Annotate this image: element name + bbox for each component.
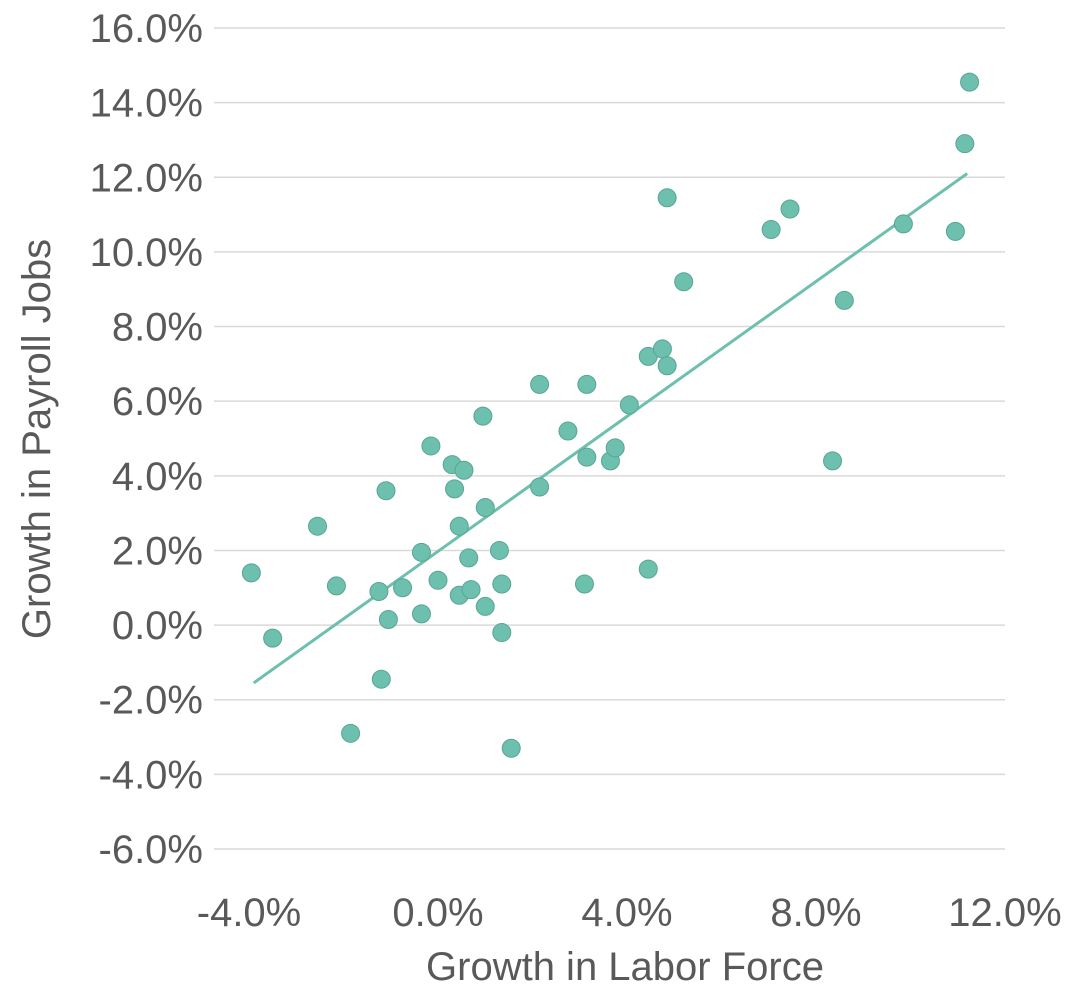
data-point: [658, 357, 676, 375]
data-point: [675, 273, 693, 291]
y-tick-label: 6.0%: [112, 380, 203, 424]
data-point: [490, 541, 508, 559]
y-tick-label: 16.0%: [90, 7, 203, 51]
y-axis-title: Growth in Payroll Jobs: [15, 239, 59, 639]
y-tick-label: 12.0%: [90, 156, 203, 200]
x-tick-label: 4.0%: [581, 891, 672, 935]
data-point: [379, 610, 397, 628]
data-point: [309, 517, 327, 535]
data-point: [327, 577, 345, 595]
x-tick-label: -4.0%: [197, 891, 302, 935]
data-point: [460, 549, 478, 567]
data-point: [264, 629, 282, 647]
data-point: [493, 575, 511, 593]
data-point: [372, 670, 390, 688]
y-tick-label: -2.0%: [99, 679, 204, 723]
data-point: [502, 739, 520, 757]
data-point: [956, 135, 974, 153]
data-point: [531, 375, 549, 393]
data-point: [412, 605, 430, 623]
data-point: [620, 396, 638, 414]
data-point: [476, 499, 494, 517]
x-axis-title: Growth in Labor Force: [426, 945, 824, 986]
y-tick-label: 14.0%: [90, 82, 203, 126]
data-point: [781, 200, 799, 218]
y-tick-label: 4.0%: [112, 455, 203, 499]
data-points: [242, 73, 978, 757]
data-point: [377, 482, 395, 500]
data-point: [422, 437, 440, 455]
data-point: [639, 560, 657, 578]
data-point: [394, 579, 412, 597]
data-point: [961, 73, 979, 91]
y-axis-ticks: -6.0% -4.0% -2.0% 0.0% 2.0% 4.0% 6.0% 8.0% 10.0%…: [90, 7, 203, 872]
data-point: [835, 291, 853, 309]
data-point: [446, 480, 464, 498]
data-point: [578, 375, 596, 393]
data-point: [450, 517, 468, 535]
y-tick-label: 8.0%: [112, 306, 203, 350]
data-point: [342, 724, 360, 742]
x-tick-label: 8.0%: [770, 891, 861, 935]
data-point: [455, 461, 473, 479]
data-point: [242, 564, 260, 582]
y-tick-label: -6.0%: [99, 828, 204, 872]
gridlines: [214, 28, 1005, 849]
x-tick-label: 12.0%: [948, 891, 1061, 935]
data-point: [658, 189, 676, 207]
y-tick-label: -4.0%: [99, 753, 204, 797]
data-point: [559, 422, 577, 440]
data-point: [762, 221, 780, 239]
x-axis-ticks: -4.0% 0.0% 4.0% 8.0% 12.0%: [197, 891, 1062, 935]
data-point: [894, 215, 912, 233]
data-point: [824, 452, 842, 470]
y-tick-label: 0.0%: [112, 604, 203, 648]
data-point: [578, 448, 596, 466]
trendline: [254, 174, 967, 683]
data-point: [476, 597, 494, 615]
data-point: [462, 581, 480, 599]
y-tick-label: 10.0%: [90, 231, 203, 275]
data-point: [606, 439, 624, 457]
data-point: [429, 571, 447, 589]
data-point: [412, 543, 430, 561]
data-point: [474, 407, 492, 425]
x-tick-label: 0.0%: [392, 891, 483, 935]
data-point: [370, 583, 388, 601]
trendline-layer: [254, 174, 967, 683]
y-tick-label: 2.0%: [112, 529, 203, 573]
data-point: [575, 575, 593, 593]
data-point: [493, 624, 511, 642]
data-point: [653, 340, 671, 358]
data-point: [946, 222, 964, 240]
data-point: [531, 478, 549, 496]
